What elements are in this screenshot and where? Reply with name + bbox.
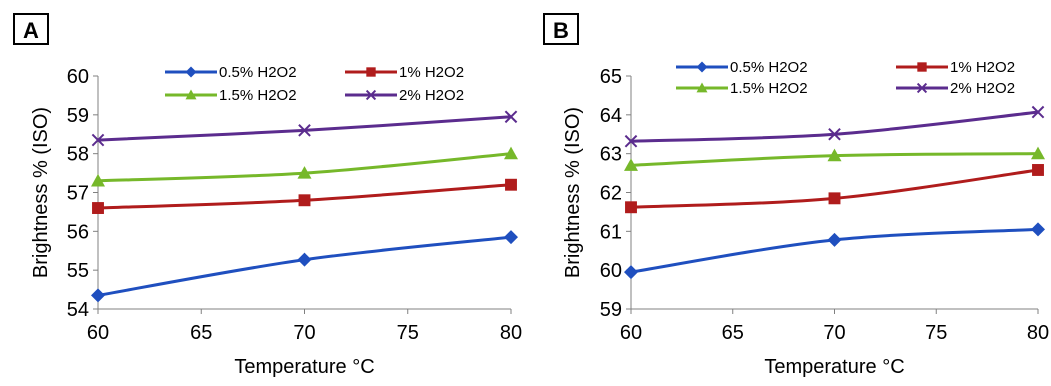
panel-label: A <box>23 18 39 43</box>
data-point <box>504 146 518 160</box>
y-tick-label: 54 <box>67 299 89 321</box>
y-tick-label: 59 <box>600 299 622 321</box>
legend-entry: 0.5% H2O2 <box>676 59 808 76</box>
legend-label: 0.5% H2O2 <box>730 59 808 76</box>
x-tick-label: 65 <box>722 322 744 344</box>
series-3 <box>624 105 1045 148</box>
series-2 <box>624 146 1045 171</box>
legend-label: 0.5% H2O2 <box>219 64 297 81</box>
legend-marker <box>916 82 928 94</box>
legend-label: 1% H2O2 <box>950 59 1015 76</box>
series-0 <box>91 230 518 303</box>
y-tick-label: 61 <box>600 221 622 243</box>
data-point <box>297 252 312 267</box>
x-axis-title: Temperature °C <box>764 356 904 378</box>
data-point <box>298 124 311 137</box>
x-tick-label: 70 <box>293 322 315 344</box>
x-tick-label: 60 <box>87 322 109 344</box>
data-point <box>1031 222 1045 237</box>
legend-marker <box>917 62 927 72</box>
y-tick-label: 57 <box>67 183 89 205</box>
data-point <box>1032 164 1044 176</box>
legend-label: 1.5% H2O2 <box>730 80 808 97</box>
y-tick-label: 65 <box>600 66 622 88</box>
data-point <box>827 232 842 247</box>
x-tick-label: 75 <box>925 322 947 344</box>
data-point <box>504 110 518 124</box>
y-tick-label: 64 <box>600 105 622 127</box>
legend-entry: 1.5% H2O2 <box>676 80 808 97</box>
x-tick-label: 80 <box>1027 322 1049 344</box>
y-tick-label: 63 <box>600 144 622 166</box>
x-tick-label: 60 <box>620 322 642 344</box>
data-point <box>91 133 105 147</box>
data-point <box>505 178 517 191</box>
y-tick-label: 59 <box>67 105 89 127</box>
y-axis-title: Brightness % (ISO) <box>30 107 52 278</box>
data-point <box>827 148 842 162</box>
legend-entry: 0.5% H2O2 <box>165 64 297 81</box>
series-line <box>97 115 512 142</box>
data-point <box>91 288 105 303</box>
legend-label: 2% H2O2 <box>399 87 464 104</box>
legend-marker <box>696 82 708 93</box>
data-point <box>1031 146 1045 160</box>
data-point <box>298 194 311 207</box>
series-0 <box>624 222 1045 280</box>
legend-entry: 2% H2O2 <box>345 87 464 104</box>
legend-label: 2% H2O2 <box>950 80 1015 97</box>
series-2 <box>91 146 518 187</box>
data-point <box>625 201 637 214</box>
y-tick-label: 55 <box>67 260 89 282</box>
data-point <box>828 192 841 205</box>
y-tick-label: 62 <box>600 183 622 205</box>
x-tick-label: 80 <box>500 322 522 344</box>
y-tick-label: 60 <box>67 66 89 88</box>
x-tick-label: 75 <box>397 322 419 344</box>
data-point <box>504 230 518 245</box>
legend-entry: 2% H2O2 <box>896 80 1015 97</box>
data-point <box>1031 105 1045 119</box>
legend-entry: 1% H2O2 <box>896 59 1015 76</box>
legend-marker <box>365 89 377 101</box>
series-1 <box>625 164 1044 214</box>
y-tick-label: 58 <box>67 144 89 166</box>
data-point <box>624 158 638 171</box>
y-axis-title: Brightness % (ISO) <box>562 107 584 278</box>
x-tick-label: 70 <box>823 322 845 344</box>
panel-label-box <box>543 13 579 45</box>
data-point <box>624 265 638 280</box>
panel-label-box <box>13 13 49 45</box>
legend-marker <box>185 89 197 100</box>
data-point <box>91 173 105 187</box>
panel-label: B <box>553 18 569 43</box>
series-3 <box>91 110 518 147</box>
data-point <box>624 134 638 148</box>
x-axis-title: Temperature °C <box>234 356 374 378</box>
legend-label: 1.5% H2O2 <box>219 87 297 104</box>
series-1 <box>92 178 517 214</box>
data-point <box>828 127 841 141</box>
y-tick-label: 60 <box>600 260 622 282</box>
legend-marker <box>366 67 376 77</box>
panel-a: A 54 55 56 57 58 59 60 60 65 70 75 80 Temperature °C B… <box>13 13 522 378</box>
data-point <box>92 202 104 214</box>
series-line <box>630 110 1039 143</box>
y-tick-label: 56 <box>67 221 89 243</box>
legend-label: 1% H2O2 <box>399 64 464 81</box>
x-tick-label: 65 <box>190 322 212 344</box>
legend-marker <box>696 61 708 73</box>
data-point <box>297 166 312 179</box>
legend-entry: 1.5% H2O2 <box>165 87 297 104</box>
legend-entry: 1% H2O2 <box>345 64 464 81</box>
legend-marker <box>185 66 197 78</box>
